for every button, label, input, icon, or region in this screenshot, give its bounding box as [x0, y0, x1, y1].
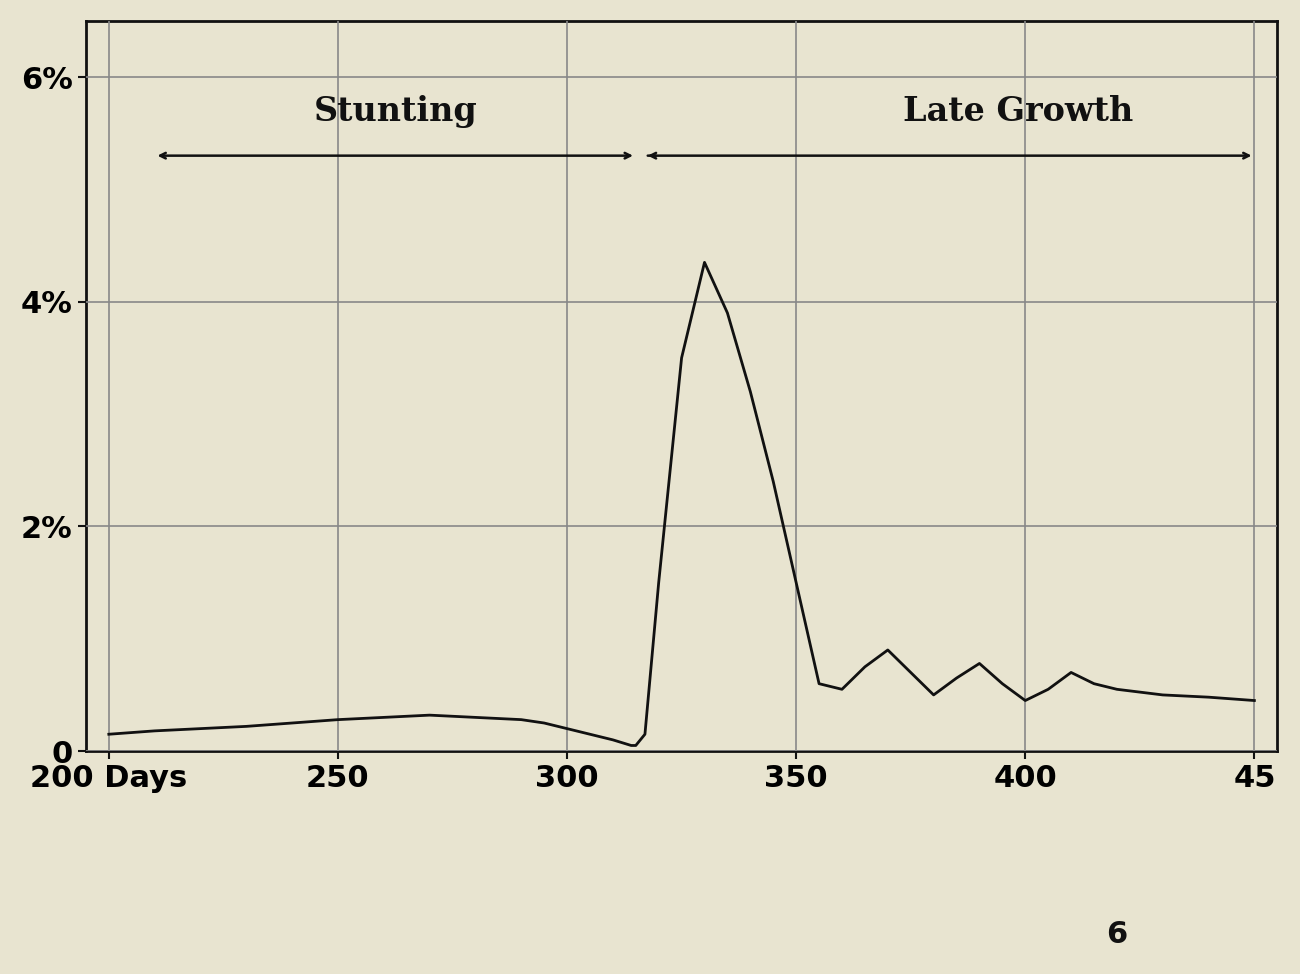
Text: Late Growth: Late Growth: [903, 94, 1134, 128]
Text: 6: 6: [1106, 919, 1127, 949]
Text: Stunting: Stunting: [313, 94, 477, 128]
